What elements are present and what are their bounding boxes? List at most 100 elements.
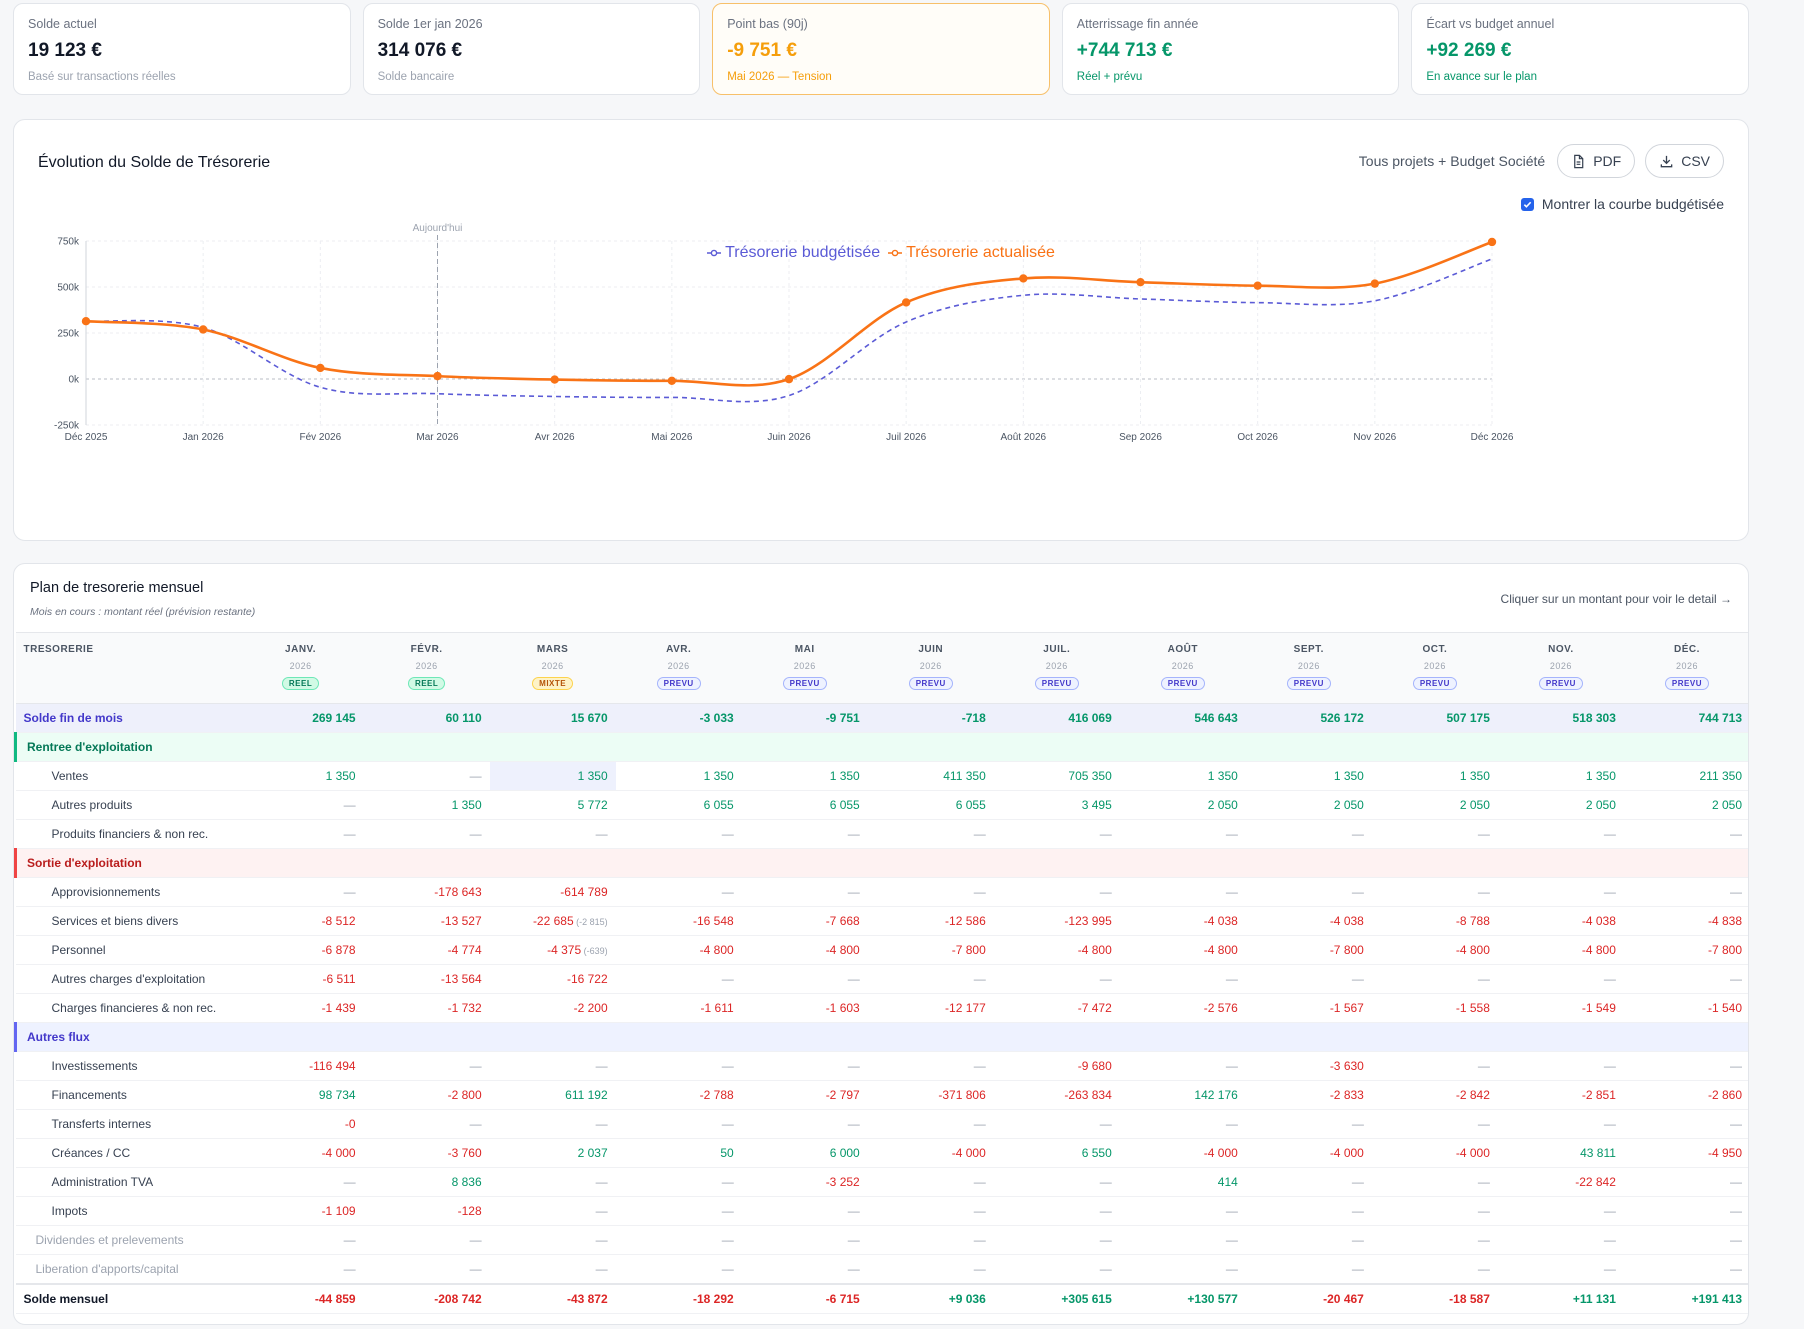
amount-cell[interactable]: -7 668 bbox=[741, 906, 868, 936]
amount-cell[interactable]: -2 842 bbox=[1371, 1080, 1498, 1110]
amount-cell[interactable]: -4 000 bbox=[1119, 1138, 1246, 1168]
amount-cell[interactable]: -123 995 bbox=[993, 906, 1120, 936]
amount-cell[interactable]: -4 774 bbox=[363, 935, 490, 965]
amount-cell[interactable]: -4 038 bbox=[1245, 906, 1372, 936]
amount-cell[interactable]: -9 680 bbox=[993, 1051, 1120, 1081]
amount-cell[interactable]: 2 050 bbox=[1371, 790, 1498, 820]
amount-cell[interactable]: 8 836 bbox=[363, 1167, 490, 1197]
amount-cell[interactable]: 98 734 bbox=[237, 1080, 364, 1110]
amount-cell[interactable]: 2 037 bbox=[489, 1138, 616, 1168]
amount-cell[interactable]: -614 789 bbox=[489, 877, 616, 907]
amount-cell[interactable]: 6 000 bbox=[741, 1138, 868, 1168]
amount-cell[interactable]: -1 109 bbox=[237, 1196, 364, 1226]
amount-cell[interactable]: 1 350 bbox=[1119, 761, 1246, 791]
amount-cell[interactable]: -6 511 bbox=[237, 964, 364, 994]
legend-item[interactable]: Trésorerie budgétisée bbox=[707, 244, 880, 262]
amount-cell[interactable]: -4 000 bbox=[1245, 1138, 1372, 1168]
amount-cell[interactable]: -16 548 bbox=[615, 906, 742, 936]
amount-cell[interactable]: -2 576 bbox=[1119, 993, 1246, 1023]
amount-cell[interactable]: 1 350 bbox=[1371, 761, 1498, 791]
amount-cell[interactable]: -0 bbox=[237, 1109, 364, 1139]
amount-cell[interactable]: -263 834 bbox=[993, 1080, 1120, 1110]
amount-cell[interactable]: -4 800 bbox=[615, 935, 742, 965]
csv-export-button[interactable]: CSV bbox=[1645, 144, 1724, 178]
amount-cell[interactable]: 414 bbox=[1119, 1167, 1246, 1197]
amount-cell[interactable]: -371 806 bbox=[867, 1080, 994, 1110]
amount-cell[interactable]: -2 797 bbox=[741, 1080, 868, 1110]
amount-cell[interactable]: -4 000 bbox=[237, 1138, 364, 1168]
amount-cell[interactable]: -7 800 bbox=[1623, 935, 1748, 965]
amount-cell[interactable]: -1 540 bbox=[1623, 993, 1748, 1023]
amount-cell[interactable]: -4 800 bbox=[993, 935, 1120, 965]
amount-cell[interactable]: 6 055 bbox=[741, 790, 868, 820]
amount-cell[interactable]: -4 800 bbox=[1119, 935, 1246, 965]
amount-cell[interactable]: 2 050 bbox=[1497, 790, 1624, 820]
amount-cell[interactable]: 705 350 bbox=[993, 761, 1120, 791]
amount-cell[interactable]: -7 800 bbox=[1245, 935, 1372, 965]
amount-cell[interactable]: -4 838 bbox=[1623, 906, 1748, 936]
amount-cell[interactable]: 1 350 bbox=[741, 761, 868, 791]
amount-cell[interactable]: -16 722 bbox=[489, 964, 616, 994]
amount-cell[interactable]: -2 800 bbox=[363, 1080, 490, 1110]
amount-cell[interactable]: -2 860 bbox=[1623, 1080, 1748, 1110]
amount-cell[interactable]: 6 550 bbox=[993, 1138, 1120, 1168]
amount-cell[interactable]: -4 950 bbox=[1623, 1138, 1748, 1168]
amount-cell[interactable]: -1 567 bbox=[1245, 993, 1372, 1023]
amount-cell[interactable]: -4 038 bbox=[1119, 906, 1246, 936]
amount-cell[interactable]: -22 685 (-2 815) bbox=[489, 906, 616, 936]
amount-cell[interactable]: 5 772 bbox=[489, 790, 616, 820]
amount-cell[interactable]: -3 760 bbox=[363, 1138, 490, 1168]
amount-cell[interactable]: 2 050 bbox=[1623, 790, 1748, 820]
amount-cell[interactable]: -4 800 bbox=[1497, 935, 1624, 965]
amount-cell[interactable]: -7 800 bbox=[867, 935, 994, 965]
amount-cell[interactable]: -128 bbox=[363, 1196, 490, 1226]
amount-cell[interactable]: -1 603 bbox=[741, 993, 868, 1023]
amount-cell[interactable]: 1 350 bbox=[1497, 761, 1624, 791]
amount-cell[interactable]: 50 bbox=[615, 1138, 742, 1168]
section-label[interactable]: Sortie d'exploitation bbox=[14, 848, 1748, 878]
amount-cell[interactable]: -1 611 bbox=[615, 993, 742, 1023]
amount-cell[interactable]: 1 350 bbox=[1245, 761, 1372, 791]
amount-cell[interactable]: -4 800 bbox=[741, 935, 868, 965]
amount-cell[interactable]: -4 000 bbox=[867, 1138, 994, 1168]
section-label[interactable]: Autres flux bbox=[14, 1022, 1748, 1052]
amount-cell[interactable]: -2 851 bbox=[1497, 1080, 1624, 1110]
budget-curve-toggle[interactable]: Montrer la courbe budgétisée bbox=[1520, 196, 1724, 212]
amount-cell[interactable]: 142 176 bbox=[1119, 1080, 1246, 1110]
amount-cell[interactable]: -12 177 bbox=[867, 993, 994, 1023]
amount-cell[interactable]: 1 350 bbox=[615, 761, 742, 791]
amount-cell[interactable]: -3 630 bbox=[1245, 1051, 1372, 1081]
amount-cell[interactable]: -13 527 bbox=[363, 906, 490, 936]
amount-cell[interactable]: -2 788 bbox=[615, 1080, 742, 1110]
amount-cell[interactable]: 1 350 bbox=[237, 761, 364, 791]
amount-cell[interactable]: -2 200 bbox=[489, 993, 616, 1023]
checkbox-checked-icon[interactable] bbox=[1520, 197, 1534, 211]
amount-cell[interactable]: -1 732 bbox=[363, 993, 490, 1023]
section-label[interactable]: Rentree d'exploitation bbox=[14, 732, 1748, 762]
amount-cell[interactable]: -116 494 bbox=[237, 1051, 364, 1081]
amount-cell[interactable]: 211 350 bbox=[1623, 761, 1748, 791]
legend-item[interactable]: Trésorerie actualisée bbox=[888, 244, 1055, 262]
amount-cell[interactable]: -4 800 bbox=[1371, 935, 1498, 965]
amount-cell[interactable]: -2 833 bbox=[1245, 1080, 1372, 1110]
amount-cell[interactable]: 6 055 bbox=[615, 790, 742, 820]
amount-cell[interactable]: -12 586 bbox=[867, 906, 994, 936]
amount-cell[interactable]: 411 350 bbox=[867, 761, 994, 791]
amount-cell[interactable]: -4 375 (-639) bbox=[489, 935, 616, 965]
amount-cell[interactable]: -8 788 bbox=[1371, 906, 1498, 936]
amount-cell[interactable]: -3 252 bbox=[741, 1167, 868, 1197]
amount-cell[interactable]: -22 842 bbox=[1497, 1167, 1624, 1197]
amount-cell[interactable]: -1 549 bbox=[1497, 993, 1624, 1023]
amount-cell[interactable]: 43 811 bbox=[1497, 1138, 1624, 1168]
amount-cell[interactable]: 3 495 bbox=[993, 790, 1120, 820]
amount-cell[interactable]: -1 558 bbox=[1371, 993, 1498, 1023]
amount-cell[interactable]: -178 643 bbox=[363, 877, 490, 907]
amount-cell[interactable]: -7 472 bbox=[993, 993, 1120, 1023]
amount-cell[interactable]: 2 050 bbox=[1119, 790, 1246, 820]
amount-cell[interactable]: 2 050 bbox=[1245, 790, 1372, 820]
amount-cell[interactable]: 1 350 bbox=[363, 790, 490, 820]
amount-cell[interactable]: -8 512 bbox=[237, 906, 364, 936]
amount-cell[interactable]: -6 878 bbox=[237, 935, 364, 965]
amount-cell[interactable]: -13 564 bbox=[363, 964, 490, 994]
amount-cell[interactable]: -4 000 bbox=[1371, 1138, 1498, 1168]
